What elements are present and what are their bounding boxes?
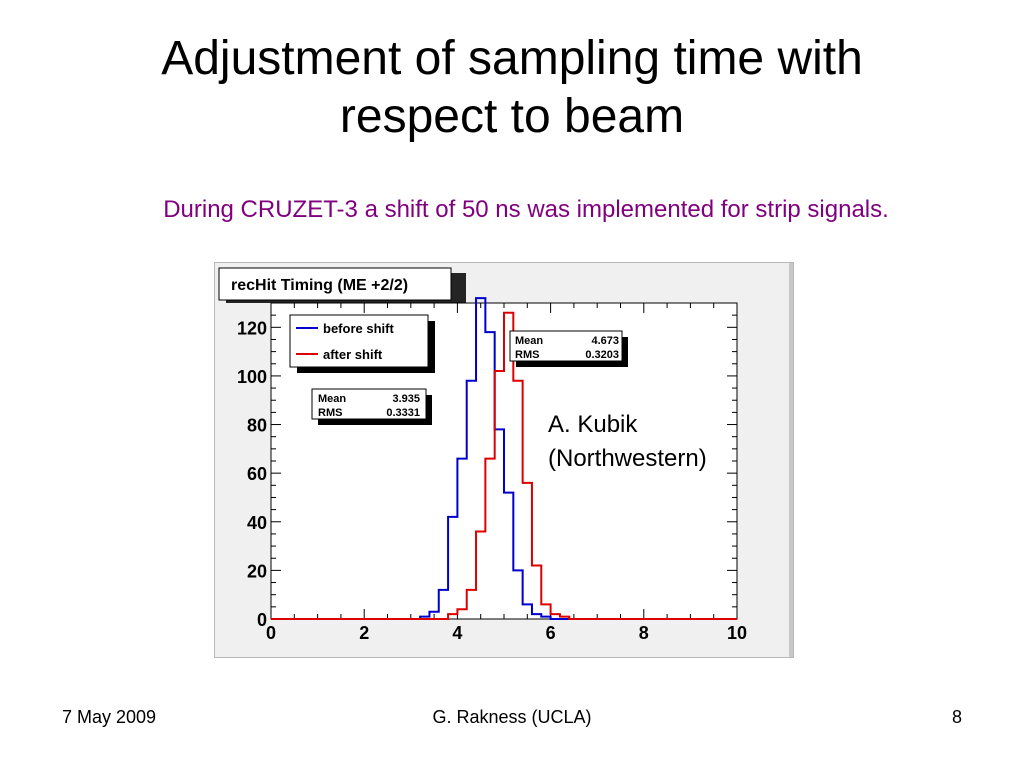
legend: before shift after shift xyxy=(289,314,435,373)
stats-after-mean-label: Mean xyxy=(515,335,543,347)
histogram-canvas: recHit Timing (ME +2/2) 0 2 4 6 8 10 0 20 40 60 80… xyxy=(214,262,794,658)
stats-after-mean-value: 4.673 xyxy=(591,335,619,347)
stats-after-rms-value: 0.3203 xyxy=(585,349,619,361)
slide-title-line-2: respect to beam xyxy=(339,90,685,143)
credit-affiliation: (Northwestern) xyxy=(548,445,707,472)
stats-box-after: Mean 4.673 RMS 0.3203 xyxy=(509,330,628,367)
credit-name: A. Kubik xyxy=(548,411,638,438)
chart-title: recHit Timing (ME +2/2) xyxy=(231,277,408,294)
y-tick-label: 120 xyxy=(237,318,267,338)
footer-author: G. Rakness (UCLA) xyxy=(432,707,592,727)
credit-note: A. Kubik (Northwestern) xyxy=(548,408,707,476)
series-line-after-shift xyxy=(271,311,737,620)
x-tick-label: 4 xyxy=(452,623,462,643)
chart-title-box: recHit Timing (ME +2/2) xyxy=(218,267,466,303)
slide-title-line-1: Adjustment of sampling time with xyxy=(161,32,863,85)
x-tick-label: 10 xyxy=(727,623,747,643)
legend-label-after: after shift xyxy=(323,347,383,362)
series-lines xyxy=(271,297,737,620)
y-tick-label: 20 xyxy=(247,561,267,581)
footer-date: 7 May 2009 xyxy=(62,707,157,727)
stats-box-before: Mean 3.935 RMS 0.3331 xyxy=(311,388,432,425)
stats-before-mean-value: 3.935 xyxy=(392,393,420,405)
slide-subtitle: During CRUZET-3 a shift of 50 ns was imp… xyxy=(163,196,889,223)
stats-after-rms-label: RMS xyxy=(515,349,539,361)
stats-before-rms-value: 0.3331 xyxy=(386,407,420,419)
y-tick-label: 100 xyxy=(237,367,267,387)
x-tick-label: 8 xyxy=(639,623,649,643)
y-tick-label: 60 xyxy=(247,464,267,484)
footer-page-number: 8 xyxy=(951,707,962,727)
x-tick-label: 6 xyxy=(546,623,556,643)
y-tick-label: 40 xyxy=(247,513,267,533)
timing-histogram-chart: recHit Timing (ME +2/2) 0 2 4 6 8 10020406080… xyxy=(218,267,747,643)
stats-before-rms-label: RMS xyxy=(318,407,342,419)
legend-label-before: before shift xyxy=(323,321,394,336)
y-tick-label: 80 xyxy=(247,416,267,436)
stats-before-mean-label: Mean xyxy=(318,393,346,405)
slide-title: Adjustment of sampling time with respect… xyxy=(0,30,1024,146)
x-tick-label: 2 xyxy=(359,623,369,643)
x-tick-label: 0 xyxy=(266,623,276,643)
y-tick-label: 0 xyxy=(257,610,267,630)
